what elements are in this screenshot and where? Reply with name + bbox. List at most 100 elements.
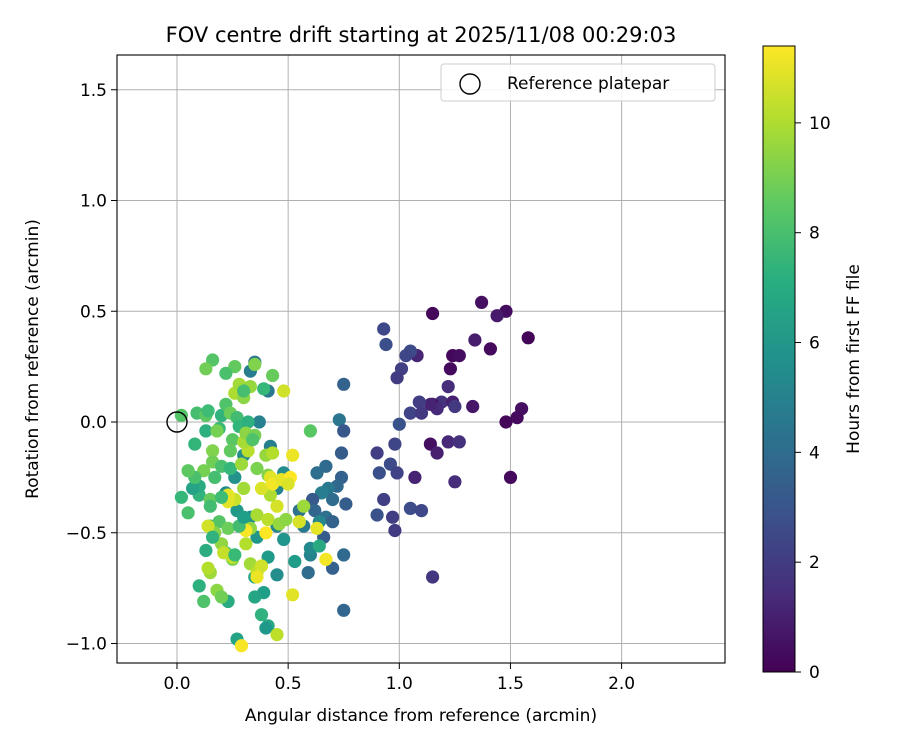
scatter-point [388,523,402,538]
colorbar [762,45,796,673]
scatter-point [197,594,211,609]
scatter-point [379,337,393,352]
scatter-point [188,437,202,451]
scatter-point [279,512,293,527]
scatter-point [403,501,417,515]
scatter-point [452,435,466,449]
x-tick-label: 2.0 [608,674,635,694]
scatter-point [223,461,237,476]
scatter-point [239,537,253,551]
scatter-point [337,424,351,438]
scatter-point [254,559,269,573]
scatter-point [339,497,353,511]
scatter-point [310,466,324,480]
scatter-point [270,568,284,582]
scatter-point [441,380,455,394]
scatter-point [270,628,284,642]
scatter-point [286,448,300,462]
scatter-point [337,377,351,391]
scatter-point [370,508,384,522]
y-tick-label: 0.0 [80,413,107,433]
y-tick-label: 1.0 [80,192,107,212]
scatter-point [246,433,260,447]
scatter-point [248,357,262,371]
scatter-point [257,382,271,396]
scatter-point [259,621,273,635]
scatter-point [521,331,535,345]
scatter-point [259,526,273,540]
scatter-point [266,446,280,460]
scatter-point [386,510,400,524]
scatter-point [312,539,326,553]
colorbar-label: Hours from first FF file [844,264,864,454]
scatter-point [281,477,295,491]
x-axis-label: Angular distance from reference (arcmin) [245,706,597,726]
scatter-point [250,570,264,584]
scatter-point [510,411,524,425]
scatter-point [234,639,249,653]
scatter-point [292,515,306,529]
scatter-point [475,295,489,309]
x-tick-label: 0.5 [275,674,302,694]
scatter-point [392,417,406,431]
y-tick-label: 0.5 [80,302,107,322]
y-axis-label: Rotation from reference (arcmin) [23,219,43,499]
scatter-point [308,504,322,518]
scatter-point [503,470,518,484]
scatter-point [181,506,195,520]
scatter-point [261,512,275,527]
scatter-point [214,590,229,604]
scatter-point [201,404,215,418]
scatter-points [174,295,535,653]
scatter-point [250,508,264,522]
scatter-point [228,548,242,562]
x-axis-ticks: 0.0 0.5 1.0 1.5 2.0 [163,663,635,694]
scatter-point [181,464,195,478]
colorbar-tick-label: 6 [809,334,820,354]
scatter-point [332,413,346,427]
scatter-point [286,588,300,602]
scatter-point [199,543,213,558]
plot-frame [116,54,726,664]
scatter-point [217,546,231,560]
y-tick-label: 1.5 [80,81,107,101]
y-tick-label: −1.0 [66,635,107,655]
legend-box [440,63,716,102]
scatter-point [399,349,413,363]
scatter-point [414,504,429,518]
scatter-point [372,466,386,480]
scatter-point [192,579,206,593]
scatter-point [288,554,302,569]
scatter-point [377,322,391,336]
scatter-point [254,608,269,622]
scatter-point [199,424,213,438]
colorbar-tick-label: 0 [809,663,820,683]
x-tick-label: 1.5 [497,674,524,694]
scatter-point [234,457,249,471]
x-tick-label: 0.0 [163,674,190,694]
colorbar-tick-label: 8 [809,224,820,244]
scatter-point [297,499,311,513]
legend-open-circle-marker [459,73,481,95]
scatter-point [337,548,351,562]
scatter-point [448,475,462,489]
scatter-point [499,415,513,429]
x-tick-label: 1.0 [386,674,413,694]
scatter-point [412,395,426,409]
scatter-point [237,510,251,524]
scatter-point [334,446,349,460]
scatter-point [441,435,455,449]
scatter-point [448,399,462,414]
scatter-point [468,333,482,347]
scatter-point [277,532,291,547]
legend: Reference platepar [440,63,716,102]
scatter-point [337,603,351,617]
scatter-point [221,521,235,535]
scatter-point [426,306,440,321]
scatter-point [208,470,222,484]
scatter-point [423,397,437,411]
scatter-point [370,446,384,460]
scatter-point [310,521,324,535]
scatter-point [248,590,262,604]
